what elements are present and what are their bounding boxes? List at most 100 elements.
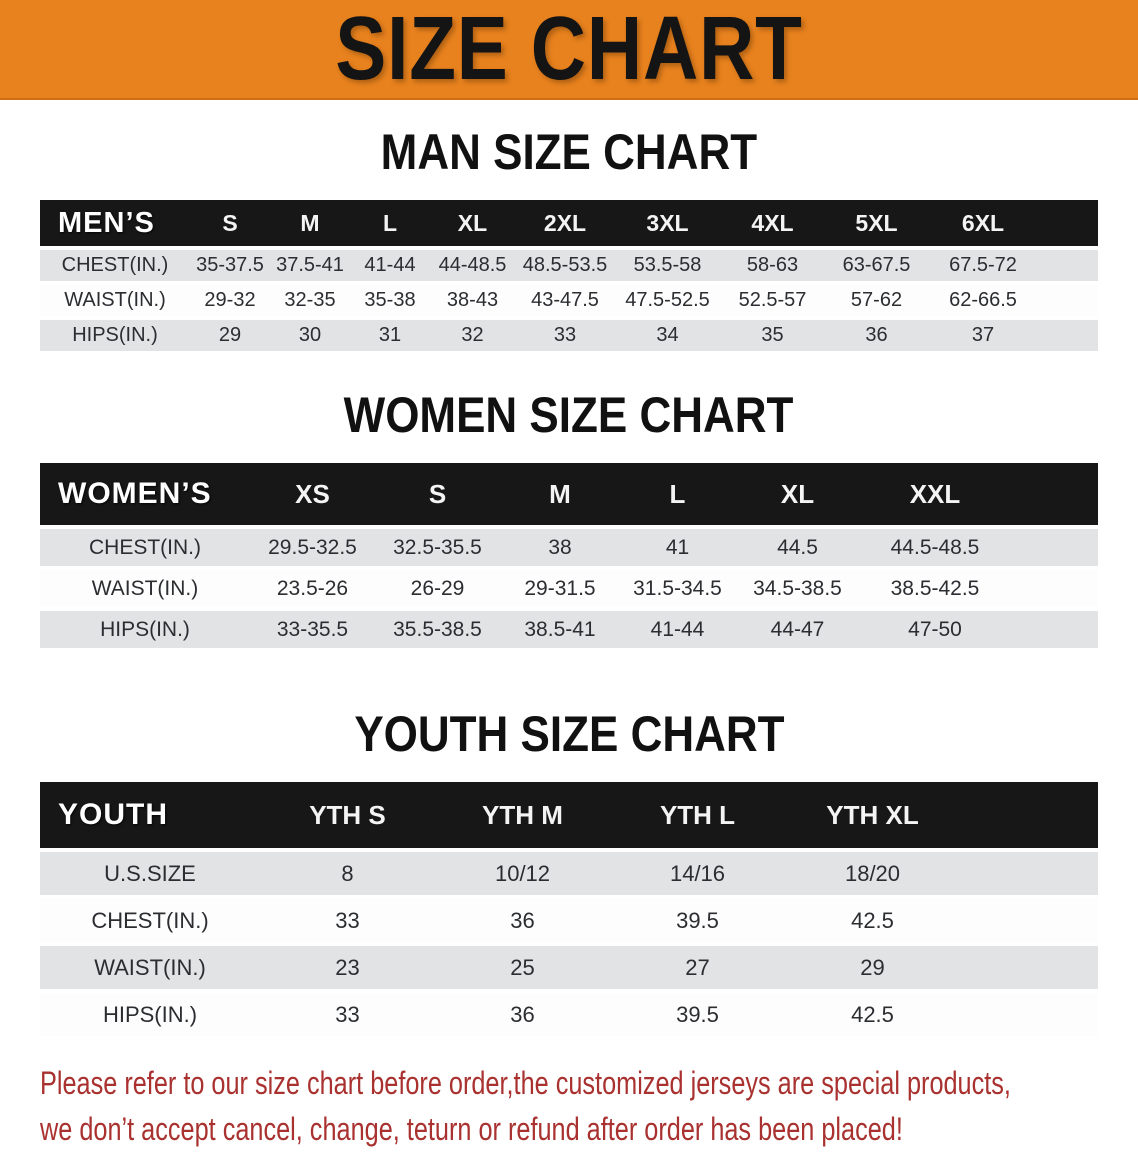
column-header-men-6: 4XL	[720, 200, 825, 246]
row-label: CHEST(IN.)	[40, 529, 250, 566]
size-cell: 31.5-34.5	[620, 570, 735, 607]
row-label: WAIST(IN.)	[40, 570, 250, 607]
table-row-men-0: CHEST(IN.) 35-37.5 37.5-41 41-44 44-48.5 48.5…	[40, 250, 1098, 281]
row-label: WAIST(IN.)	[40, 285, 190, 316]
size-cell: 41-44	[620, 611, 735, 648]
size-cell-filler	[1010, 529, 1098, 566]
size-cell: 41	[620, 529, 735, 566]
size-cell: 44-47	[735, 611, 860, 648]
size-cell-filler	[960, 852, 1098, 895]
column-header-men-7: 5XL	[825, 200, 928, 246]
size-cell: 36	[825, 320, 928, 351]
size-cell-filler	[1038, 320, 1098, 351]
size-cell: 42.5	[785, 993, 960, 1036]
size-cell: 10/12	[435, 852, 610, 895]
table-row-youth-2: WAIST(IN.) 23 25 27 29	[40, 946, 1098, 989]
row-label: CHEST(IN.)	[40, 250, 190, 281]
column-header-women-0: XS	[250, 463, 375, 525]
size-cell: 52.5-57	[720, 285, 825, 316]
size-cell: 63-67.5	[825, 250, 928, 281]
size-cell: 33	[260, 899, 435, 942]
size-cell: 23.5-26	[250, 570, 375, 607]
size-cell: 48.5-53.5	[515, 250, 615, 281]
table-row-youth-3: HIPS(IN.) 33 36 39.5 42.5	[40, 993, 1098, 1036]
table-row-youth-1: CHEST(IN.) 33 36 39.5 42.5	[40, 899, 1098, 942]
column-header-women-2: M	[500, 463, 620, 525]
banner: SIZE CHART	[0, 0, 1138, 100]
size-cell: 30	[270, 320, 350, 351]
row-label: HIPS(IN.)	[40, 320, 190, 351]
size-cell-filler	[1038, 250, 1098, 281]
size-cell: 33	[260, 993, 435, 1036]
size-cell: 32	[430, 320, 515, 351]
column-header-filler	[960, 782, 1098, 848]
size-cell: 31	[350, 320, 430, 351]
size-cell: 62-66.5	[928, 285, 1038, 316]
size-cell: 35-37.5	[190, 250, 270, 281]
row-label: U.S.SIZE	[40, 852, 260, 895]
row-label: WAIST(IN.)	[40, 946, 260, 989]
table-title-youth: YOUTH	[40, 782, 260, 848]
table-row-women-1: WAIST(IN.) 23.5-26 26-29 29-31.5 31.5-34.5 34…	[40, 570, 1098, 607]
column-header-youth-2: YTH L	[610, 782, 785, 848]
column-header-filler	[1010, 463, 1098, 525]
size-cell: 37	[928, 320, 1038, 351]
size-cell: 38	[500, 529, 620, 566]
column-header-women-1: S	[375, 463, 500, 525]
column-header-men-4: 2XL	[515, 200, 615, 246]
table-row-men-1: WAIST(IN.) 29-32 32-35 35-38 38-43 43-47.5 47.…	[40, 285, 1098, 316]
size-cell: 38.5-42.5	[860, 570, 1010, 607]
size-chart-sections: MAN SIZE CHART MEN’S S M L XL 2XL 3XL 4XL 5XL 6XL C…	[0, 125, 1138, 1040]
size-cell: 29-31.5	[500, 570, 620, 607]
size-cell-filler	[960, 993, 1098, 1036]
size-cell: 47.5-52.5	[615, 285, 720, 316]
size-table-men: MEN’S S M L XL 2XL 3XL 4XL 5XL 6XL CHEST(IN.) 35-37…	[40, 196, 1098, 355]
size-cell: 36	[435, 993, 610, 1036]
section-heading-women: WOMEN SIZE CHART	[0, 388, 1138, 443]
column-header-men-5: 3XL	[615, 200, 720, 246]
size-cell: 18/20	[785, 852, 960, 895]
size-cell: 43-47.5	[515, 285, 615, 316]
size-cell: 29.5-32.5	[250, 529, 375, 566]
column-header-youth-0: YTH S	[260, 782, 435, 848]
row-label: HIPS(IN.)	[40, 993, 260, 1036]
size-cell: 38.5-41	[500, 611, 620, 648]
size-cell: 25	[435, 946, 610, 989]
size-cell: 8	[260, 852, 435, 895]
size-cell: 37.5-41	[270, 250, 350, 281]
page-title: SIZE CHART	[335, 0, 803, 99]
column-header-youth-3: YTH XL	[785, 782, 960, 848]
size-cell: 33-35.5	[250, 611, 375, 648]
section-heading-text: YOUTH SIZE CHART	[353, 706, 785, 762]
column-header-women-3: L	[620, 463, 735, 525]
column-header-men-3: XL	[430, 200, 515, 246]
size-cell: 67.5-72	[928, 250, 1038, 281]
size-cell-filler	[1038, 285, 1098, 316]
table-title-women: WOMEN’S	[40, 463, 250, 525]
size-cell: 44.5	[735, 529, 860, 566]
column-header-filler	[1038, 200, 1098, 246]
size-table-women: WOMEN’S XS S M L XL XXL CHEST(IN.) 29.5-32.5 32.5…	[40, 459, 1098, 652]
column-header-women-4: XL	[735, 463, 860, 525]
column-header-men-8: 6XL	[928, 200, 1038, 246]
size-cell: 29	[190, 320, 270, 351]
row-label: CHEST(IN.)	[40, 899, 260, 942]
header-row-youth: YOUTH YTH S YTH M YTH L YTH XL	[40, 782, 1098, 848]
column-header-women-5: XXL	[860, 463, 1010, 525]
header-row-men: MEN’S S M L XL 2XL 3XL 4XL 5XL 6XL	[40, 200, 1098, 246]
size-cell: 33	[515, 320, 615, 351]
row-label: HIPS(IN.)	[40, 611, 250, 648]
section-heading-text: MAN SIZE CHART	[380, 124, 758, 180]
table-row-women-2: HIPS(IN.) 33-35.5 35.5-38.5 38.5-41 41-44 44-…	[40, 611, 1098, 648]
size-cell: 29-32	[190, 285, 270, 316]
size-cell: 27	[610, 946, 785, 989]
column-header-men-0: S	[190, 200, 270, 246]
disclaimer: Please refer to our size chart before or…	[40, 1060, 1138, 1152]
size-cell: 26-29	[375, 570, 500, 607]
column-header-men-2: L	[350, 200, 430, 246]
size-cell: 23	[260, 946, 435, 989]
size-cell: 32-35	[270, 285, 350, 316]
header-row-women: WOMEN’S XS S M L XL XXL	[40, 463, 1098, 525]
size-table-youth: YOUTH YTH S YTH M YTH L YTH XL U.S.SIZE 8 10/12…	[40, 778, 1098, 1040]
